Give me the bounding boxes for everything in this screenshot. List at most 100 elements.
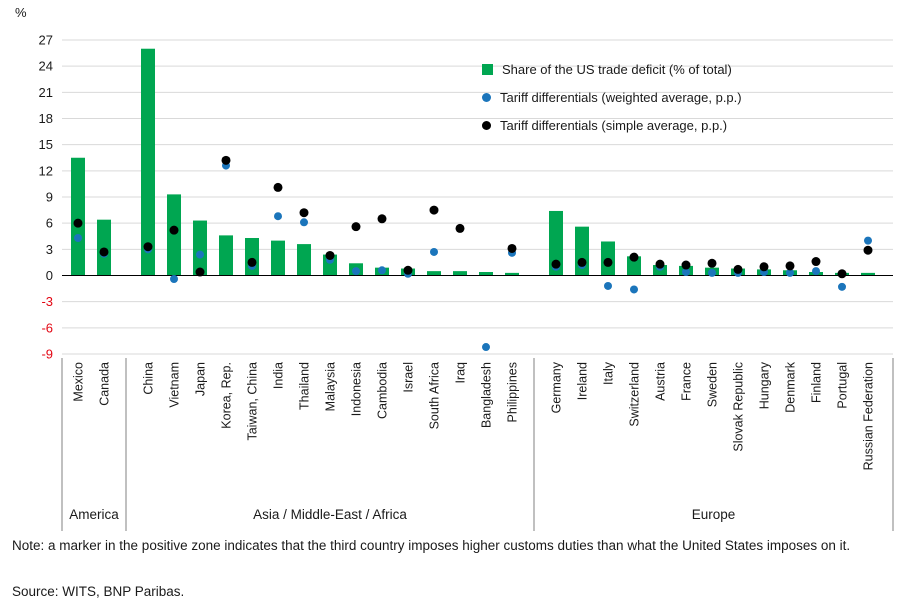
weighted-marker-dot [838, 282, 846, 291]
simple-marker-dot [99, 247, 109, 257]
y-tick-label: -6 [41, 320, 53, 335]
simple-marker-dot [551, 259, 561, 269]
category-label: India [272, 362, 286, 389]
legend-swatch-weighted-dot-icon [482, 93, 491, 102]
bar [71, 157, 85, 276]
category-label: Philippines [506, 362, 520, 422]
y-tick-label: -9 [41, 347, 53, 362]
bar [861, 272, 875, 276]
simple-marker-dot [325, 250, 335, 260]
weighted-marker-dot [630, 285, 638, 294]
category-label: Thailand [298, 362, 312, 410]
simple-marker-dot [247, 257, 257, 267]
category-label: Austria [654, 362, 668, 401]
legend-swatch-bar-icon [482, 64, 493, 75]
simple-marker-dot [273, 182, 283, 192]
legend-label-weighted: Tariff differentials (weighted average, … [500, 90, 742, 105]
bar [549, 210, 563, 276]
category-label: Finland [810, 362, 824, 403]
simple-marker-dot [837, 269, 847, 279]
note-text: Note: a marker in the positive zone indi… [12, 538, 851, 553]
simple-marker-dot [785, 261, 795, 271]
simple-marker-dot [195, 267, 205, 277]
y-tick-label: 27 [39, 33, 53, 48]
category-label: Taiwan, China [246, 362, 260, 441]
category-label: Italy [602, 361, 616, 385]
simple-marker-dot [143, 242, 153, 252]
y-tick-label: 18 [39, 111, 53, 126]
bar [427, 271, 441, 276]
category-label: Portugal [836, 362, 850, 409]
simple-marker-dot [629, 252, 639, 262]
legend-item-weighted: Tariff differentials (weighted average, … [482, 90, 742, 105]
weighted-marker-dot [352, 267, 360, 276]
weighted-marker-dot [196, 250, 204, 259]
category-label: Canada [98, 362, 112, 406]
y-tick-label: 21 [39, 85, 53, 100]
category-label: Slovak Republic [732, 362, 746, 452]
group-label: America [69, 507, 119, 522]
category-label: Bangladesh [480, 362, 494, 428]
weighted-marker-dot [430, 247, 438, 256]
category-label: Cambodia [376, 362, 390, 419]
bar [453, 271, 467, 276]
bar [219, 235, 233, 276]
legend: Share of the US trade deficit (% of tota… [482, 62, 742, 133]
source-text: Source: WITS, BNP Paribas. [12, 584, 185, 599]
simple-marker-dot [707, 258, 717, 268]
category-label: Japan [194, 362, 208, 396]
weighted-marker-dot [74, 233, 82, 242]
weighted-marker-dot [812, 267, 820, 276]
simple-marker-dot [811, 257, 821, 267]
category-label: Vietnam [168, 362, 182, 408]
y-tick-label: 0 [46, 268, 53, 283]
weighted-marker-dot [864, 236, 872, 245]
legend-label-simple: Tariff differentials (simple average, p.… [500, 118, 728, 133]
legend-swatch-simple-dot-icon [482, 121, 491, 130]
category-label: Russian Federation [862, 362, 876, 470]
category-label: Sweden [706, 362, 720, 407]
group-label: Europe [692, 507, 736, 522]
simple-marker-dot [655, 259, 665, 269]
weighted-marker-dot [786, 268, 794, 277]
category-label: Germany [550, 361, 564, 413]
legend-item-simple: Tariff differentials (simple average, p.… [482, 118, 742, 133]
bar [479, 272, 493, 276]
bar [297, 244, 311, 276]
chart-svg: -9 -6 -3 0 3 6 9 12 15 18 21 24 27 Mexico Canada China V… [39, 33, 894, 531]
weighted-marker-dot [274, 212, 282, 221]
simple-marker-dot [351, 222, 361, 232]
simple-marker-dot [733, 264, 743, 274]
category-label: France [680, 362, 694, 401]
simple-marker-dot [577, 257, 587, 267]
weighted-marker-dot [604, 281, 612, 290]
weighted-marker-dot [378, 266, 386, 275]
simple-marker-dot [169, 225, 179, 235]
legend-label-deficit-share: Share of the US trade deficit (% of tota… [502, 62, 732, 77]
y-tick-label: 3 [46, 242, 53, 257]
y-axis-unit-label: % [15, 5, 27, 20]
y-tick-label: 24 [39, 59, 53, 74]
category-label: Indonesia [350, 362, 364, 416]
category-label: Denmark [784, 361, 798, 412]
category-label: Iraq [454, 362, 468, 384]
group-label: Asia / Middle-East / Africa [253, 507, 407, 522]
simple-marker-dot [863, 245, 873, 255]
category-label: South Africa [428, 362, 442, 429]
simple-marker-dot [429, 205, 439, 215]
bar [193, 220, 207, 276]
simple-marker-dot [299, 208, 309, 218]
weighted-marker-dot [682, 268, 690, 277]
bar [167, 194, 181, 276]
simple-marker-dot [681, 260, 691, 270]
category-label: Mexico [72, 362, 86, 402]
legend-item-deficit-share: Share of the US trade deficit (% of tota… [482, 62, 742, 77]
bar [271, 240, 285, 276]
simple-marker-dot [759, 262, 769, 272]
simple-marker-dot [221, 155, 231, 165]
category-label: Hungary [758, 361, 772, 409]
category-label: Korea, Rep. [220, 362, 234, 429]
weighted-marker-dot [170, 274, 178, 283]
y-tick-label: 6 [46, 216, 53, 231]
